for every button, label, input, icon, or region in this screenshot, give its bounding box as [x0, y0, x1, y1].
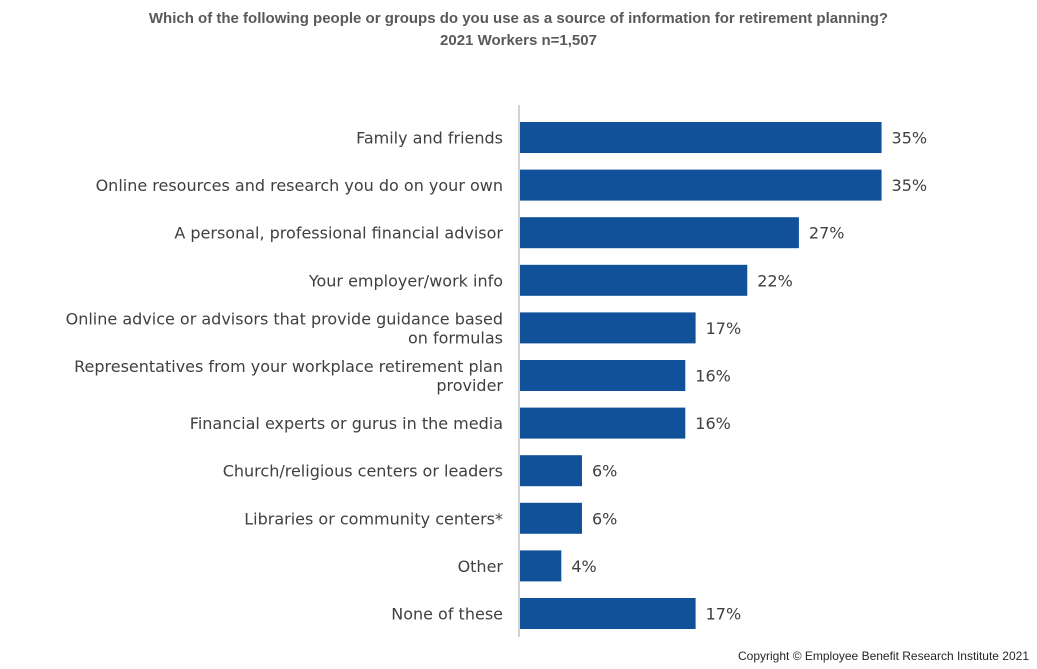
value-label: 6% [592, 462, 617, 481]
chart-title-block: Which of the following people or groups … [0, 8, 1037, 52]
category-label: on formulas [408, 328, 503, 347]
bar [520, 360, 686, 391]
chart-subtitle: 2021 Workers n=1,507 [440, 32, 597, 49]
category-label: A personal, professional financial advis… [174, 224, 503, 243]
category-label: Church/religious centers or leaders [223, 462, 503, 481]
value-label: 6% [592, 509, 617, 528]
value-label: 4% [571, 557, 596, 576]
bar [520, 169, 882, 201]
bar [520, 502, 582, 534]
bar [520, 550, 562, 582]
category-label: Other [458, 557, 504, 576]
copyright-note: Copyright © Employee Benefit Research In… [738, 649, 1029, 663]
value-label: 35% [892, 129, 928, 148]
bar [520, 264, 748, 296]
category-label: provider [436, 376, 503, 395]
category-label: Libraries or community centers* [244, 509, 503, 528]
bar [520, 217, 799, 249]
bar [520, 598, 696, 629]
category-label: Representatives from your workplace reti… [74, 357, 503, 376]
category-label: Financial experts or gurus in the media [190, 414, 503, 433]
category-label: Family and friends [356, 129, 503, 148]
value-label: 16% [695, 414, 731, 433]
category-label: Your employer/work info [308, 271, 503, 290]
chart-title: Which of the following people or groups … [148, 10, 889, 27]
category-label: None of these [391, 605, 503, 624]
bar [520, 312, 696, 344]
value-label: 17% [706, 319, 742, 338]
bar [520, 122, 882, 153]
value-label: 17% [706, 605, 742, 624]
value-label: 27% [809, 224, 845, 243]
value-label: 16% [695, 367, 731, 386]
category-label: Online resources and research you do on … [96, 176, 503, 195]
value-label: 22% [757, 271, 793, 290]
value-label: 35% [892, 176, 928, 195]
category-labels-layer: Family and friends Online resources and r… [66, 129, 504, 624]
category-label: Online advice or advisors that provide g… [66, 309, 503, 328]
bar [520, 407, 686, 439]
value-labels-layer: 35% 35% 27% 22% 17% 16% 16% 6% 6% 4% 17% [571, 129, 927, 624]
bar [520, 455, 582, 487]
bars-layer [520, 122, 882, 629]
